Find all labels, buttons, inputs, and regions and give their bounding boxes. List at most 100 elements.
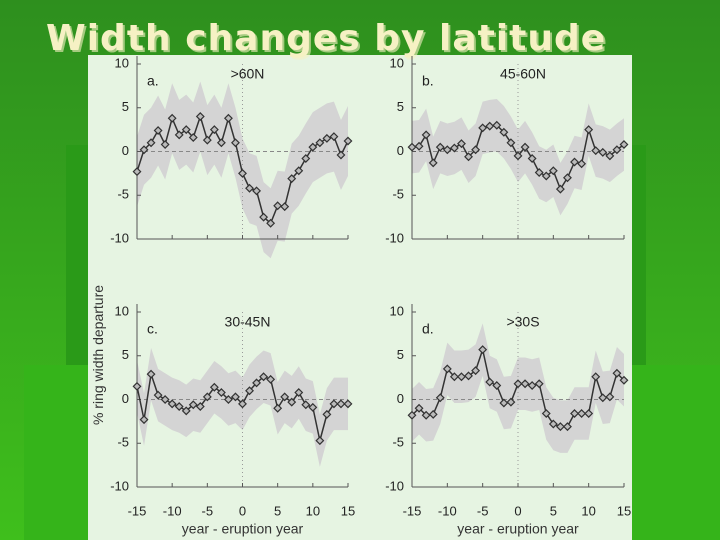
- slide-title: Width changes by latitude: [46, 18, 606, 59]
- panel-title: 45-60N: [500, 66, 546, 82]
- point-marker: [322, 409, 332, 419]
- point-marker: [216, 138, 226, 148]
- point-marker: [259, 372, 269, 382]
- x-tick-label: -15: [128, 503, 147, 518]
- point-marker: [555, 422, 565, 432]
- x-tick-label: 10: [306, 503, 320, 518]
- point-marker: [329, 132, 339, 142]
- point-marker: [421, 410, 431, 420]
- point-marker: [231, 138, 240, 148]
- point-marker: [209, 125, 219, 135]
- point-marker: [520, 142, 530, 152]
- point-marker: [301, 154, 311, 163]
- point-marker: [612, 145, 622, 155]
- point-marker: [421, 130, 431, 140]
- point-marker: [273, 201, 283, 211]
- point-marker: [598, 147, 608, 157]
- y-tick-label: -10: [385, 478, 404, 493]
- point-marker: [471, 145, 481, 155]
- panel-title: >30S: [506, 314, 539, 330]
- point-marker: [174, 402, 184, 411]
- point-marker: [329, 399, 339, 409]
- point-marker: [322, 133, 332, 143]
- point-marker: [499, 398, 509, 408]
- point-marker: [132, 167, 142, 177]
- point-marker: [188, 133, 198, 142]
- y-tick-label: -5: [117, 435, 129, 450]
- point-marker: [414, 403, 424, 413]
- point-marker: [181, 125, 191, 135]
- point-marker: [492, 381, 502, 390]
- point-marker: [577, 409, 587, 418]
- point-marker: [428, 409, 438, 419]
- point-marker: [612, 368, 622, 378]
- point-marker: [160, 140, 170, 149]
- point-marker: [527, 154, 537, 163]
- point-marker: [245, 183, 254, 193]
- y-tick-label: -5: [117, 187, 129, 202]
- point-marker: [280, 392, 290, 402]
- point-marker: [513, 379, 523, 389]
- point-marker: [167, 399, 177, 409]
- point-marker: [442, 364, 452, 374]
- point-marker: [202, 392, 212, 402]
- point-marker: [315, 436, 325, 446]
- point-marker: [153, 126, 163, 135]
- y-tick-label: 5: [397, 99, 404, 114]
- panel-label: d.: [422, 321, 434, 337]
- point-marker: [414, 141, 424, 151]
- point-marker: [336, 150, 346, 160]
- point-marker: [336, 399, 346, 409]
- panel-label: a.: [147, 73, 159, 89]
- point-marker: [238, 399, 247, 409]
- point-marker: [591, 146, 601, 156]
- title-shadow: Width changes by latitude: [48, 20, 608, 61]
- x-tick-label: -5: [477, 503, 489, 518]
- point-marker: [506, 138, 516, 148]
- point-marker: [223, 395, 233, 404]
- point-marker: [252, 186, 262, 196]
- point-marker: [563, 173, 572, 183]
- panel-title: 30-45N: [225, 314, 271, 330]
- point-marker: [520, 379, 530, 389]
- y-tick-label: 10: [390, 55, 404, 70]
- point-marker: [273, 403, 283, 413]
- point-marker: [584, 409, 594, 418]
- point-marker: [449, 143, 459, 153]
- point-marker: [541, 409, 551, 418]
- y-tick-label: 10: [115, 55, 129, 70]
- point-marker: [548, 419, 558, 429]
- point-marker: [167, 113, 177, 123]
- point-marker: [478, 345, 488, 355]
- point-marker: [280, 202, 290, 212]
- point-marker: [195, 402, 205, 411]
- panel-label: b.: [422, 73, 434, 89]
- point-marker: [457, 139, 466, 149]
- y-tick-label: -10: [110, 478, 129, 493]
- y-tick-label: 5: [122, 347, 129, 362]
- y-tick-label: -5: [392, 435, 404, 450]
- point-marker: [492, 120, 502, 130]
- x-tick-label: -15: [403, 503, 422, 518]
- y-tick-label: 0: [122, 143, 129, 158]
- point-marker: [245, 386, 254, 396]
- point-marker: [527, 381, 537, 390]
- point-marker: [294, 388, 304, 397]
- point-marker: [216, 388, 226, 397]
- point-marker: [435, 142, 445, 152]
- point-marker: [471, 366, 481, 376]
- x-tick-label: -10: [438, 503, 457, 518]
- point-marker: [209, 382, 219, 392]
- x-axis-label: year - eruption year: [457, 521, 579, 537]
- point-marker: [570, 409, 579, 418]
- point-marker: [555, 184, 565, 194]
- point-marker: [478, 123, 488, 133]
- point-marker: [541, 171, 551, 181]
- x-tick-label: 5: [274, 503, 281, 518]
- point-marker: [174, 130, 184, 140]
- point-marker: [428, 158, 438, 168]
- point-marker: [435, 393, 445, 403]
- x-tick-label: -10: [163, 503, 182, 518]
- y-axis-label: % ring width departure: [90, 285, 106, 425]
- point-marker: [294, 166, 304, 176]
